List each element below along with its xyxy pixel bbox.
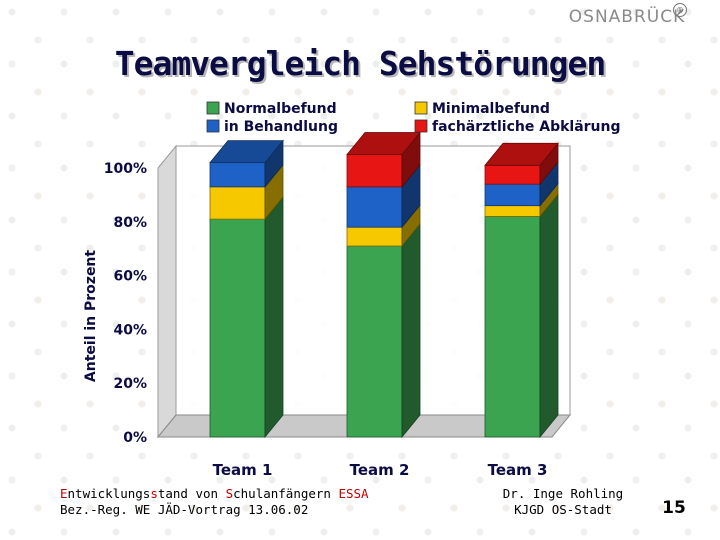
bar-segment-normalbefund: [484, 216, 541, 438]
y-tick-label: 60%: [113, 269, 147, 285]
y-tick-label: 100%: [104, 161, 147, 177]
logo-text: OSNABRÜCK: [568, 7, 686, 27]
bar-top-fach-rztliche-abkl-rung: [346, 132, 421, 155]
author-name: Dr. Inge Rohling: [502, 486, 624, 501]
bar-top-fach-rztliche-abkl-rung: [484, 142, 559, 166]
bar-stack-1: [209, 139, 284, 439]
bar-segment-minimalbefund: [346, 226, 403, 247]
bars-group: [209, 131, 559, 439]
bar-stack-3: [484, 142, 559, 439]
legend-label-normalbefund: Normalbefund: [224, 101, 337, 117]
legend: Normalbefund Minimalbefund in Behandlung fa…: [206, 101, 621, 135]
registered-mark: ®: [673, 3, 687, 17]
y-tick-label: 0%: [123, 430, 147, 446]
footer-part-4: S: [225, 486, 234, 501]
bar-segment-normalbefund: [346, 245, 403, 438]
bar-segment-in-behandlung: [484, 183, 541, 207]
footer-part-5: chulanfängern: [233, 486, 339, 501]
footer-part-1: ntwicklungs: [67, 486, 151, 501]
footer-author: Dr. Inge Rohling KJGD OS-Stadt: [488, 486, 638, 518]
bar-side-normalbefund: [401, 222, 421, 439]
legend-label-minimalbefund: Minimalbefund: [432, 101, 550, 117]
bar-segment-in-behandlung: [209, 162, 266, 188]
y-tick-label: 40%: [113, 322, 147, 338]
bar-segment-minimalbefund: [209, 186, 266, 220]
footer-event-info: Entwicklungsstand von Schulanfängern ESS…: [60, 486, 420, 518]
page-number: 15: [662, 498, 686, 518]
osnabrueck-logo: OSNABRÜCK: [562, 2, 692, 32]
x-axis-labels: Team 1 Team 2 Team 3: [213, 461, 548, 479]
x-tick-label: Team 1: [213, 461, 273, 479]
footer-part-6: ESSA: [338, 486, 369, 501]
bar-segment-fach-rztliche-abkl-rung: [484, 164, 541, 185]
footer-part-2: s: [150, 486, 158, 501]
chart-side-wall: [157, 144, 177, 439]
footer-part-3: tand von: [157, 486, 226, 501]
author-office: KJGD OS-Stadt: [514, 502, 612, 517]
footer-line-1: Entwicklungsstand von Schulanfängern ESS…: [60, 486, 420, 502]
page-title: Teamvergleich Sehstörungen: [114, 44, 607, 83]
legend-swatch-fach-rztliche-abkl-rung: [414, 119, 428, 133]
bar-segment-in-behandlung: [346, 186, 403, 228]
bar-stack-2: [346, 131, 421, 439]
y-axis-label: Anteil in Prozent: [83, 250, 99, 382]
bar-top-in-behandlung: [209, 140, 284, 164]
y-tick-label: 80%: [113, 215, 147, 231]
legend-label-fach-rztliche-abkl-rung: fachärztliche Abklärung: [432, 119, 621, 135]
bar-side-normalbefund: [539, 193, 559, 439]
footer-part-0: E: [60, 486, 68, 501]
y-axis: 0% 20% 40% 60% 80% 100%: [104, 161, 147, 446]
stacked-bar-chart: 0% 20% 40% 60% 80% 100% Team 1 Team 2 Team 3 No…: [83, 101, 621, 479]
bar-segment-minimalbefund: [484, 205, 541, 217]
x-tick-label: Team 3: [488, 461, 548, 479]
bar-side-normalbefund: [264, 195, 284, 439]
legend-swatch-in-behandlung: [206, 119, 220, 133]
y-tick-label: 20%: [113, 376, 147, 392]
bar-segment-fach-rztliche-abkl-rung: [346, 154, 403, 188]
footer-line-2: Bez.-Reg. WE JÄD-Vortrag 13.06.02: [60, 502, 309, 517]
legend-label-in-behandlung: in Behandlung: [224, 119, 338, 135]
x-tick-label: Team 2: [350, 461, 410, 479]
bar-segment-normalbefund: [209, 218, 266, 438]
legend-swatch-normalbefund: [206, 101, 220, 115]
legend-swatch-minimalbefund: [414, 101, 428, 115]
